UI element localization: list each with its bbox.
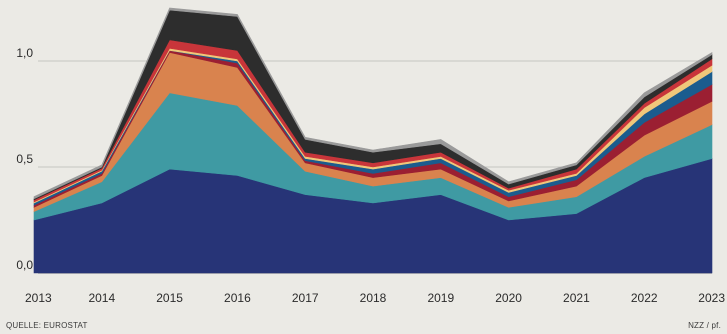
x-tick-label: 2020 bbox=[495, 291, 522, 305]
credit-note: NZZ / pf. bbox=[688, 321, 721, 330]
x-tick-label: 2017 bbox=[292, 291, 319, 305]
x-tick-label: 2014 bbox=[88, 291, 115, 305]
x-tick-label: 2023 bbox=[698, 291, 725, 305]
area-series-band bbox=[33, 7, 713, 200]
x-tick-label: 2022 bbox=[631, 291, 658, 305]
source-note: QUELLE: EUROSTAT bbox=[6, 321, 88, 330]
x-tick-label: 2016 bbox=[224, 291, 251, 305]
x-tick-label: 2019 bbox=[427, 291, 454, 305]
y-tick-label: 1,0 bbox=[16, 46, 33, 60]
x-tick-label: 2015 bbox=[156, 291, 183, 305]
x-tick-label: 2021 bbox=[563, 291, 590, 305]
x-tick-label: 2018 bbox=[360, 291, 387, 305]
y-tick-label: 0,0 bbox=[16, 258, 33, 272]
y-tick-label: 0,5 bbox=[16, 152, 33, 166]
x-tick-label: 2013 bbox=[25, 291, 52, 305]
axis-labels: 0,0 0,5 1,0 2013 2014 2015 2016 2017 2018 2019 202… bbox=[16, 46, 725, 305]
area-series bbox=[33, 7, 713, 274]
